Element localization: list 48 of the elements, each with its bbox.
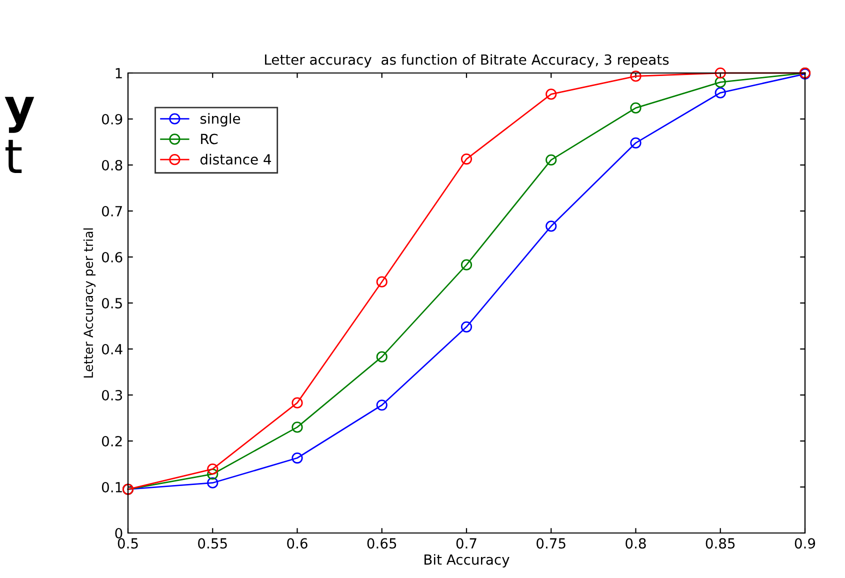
x-tick-label: 0.85 [706, 538, 735, 549]
x-tick-label: 0.7 [456, 538, 476, 549]
point [292, 422, 303, 433]
legend-label: single [200, 113, 240, 127]
y-axis-title: Letter Accuracy per trial [83, 228, 96, 378]
x-tick-label: 0.75 [536, 538, 566, 549]
y-tick-label: 0.7 [102, 206, 122, 216]
x-tick-label: 0.9 [794, 538, 816, 549]
y-tick-label: 0.4 [102, 344, 122, 354]
legend-label: RC [201, 134, 218, 144]
point [714, 67, 726, 79]
chart-title: Letter accuracy as function of Bitrate Accuracy, 3 repeats [265, 54, 669, 68]
x-tick-label: 0.65 [367, 538, 396, 549]
y-tick-label: 0.9 [102, 114, 122, 124]
y-tick-label: 0 [115, 528, 122, 538]
point [376, 276, 388, 288]
point [546, 154, 557, 166]
legend-label: distance 4 [200, 154, 272, 165]
point [376, 400, 388, 411]
y-tick-label: 1 [116, 68, 122, 78]
point [630, 137, 642, 148]
point [460, 321, 472, 332]
text: t [5, 140, 22, 174]
point [292, 452, 303, 464]
y-tick-label: 0.8 [102, 160, 122, 170]
y-tick-label: 0.2 [102, 436, 122, 446]
x-axis-title: Bit Accuracy [424, 554, 510, 568]
point [460, 259, 472, 270]
point [207, 468, 218, 480]
point [714, 76, 726, 88]
text: y [4, 96, 34, 133]
x-tick-label: 0.55 [198, 538, 227, 549]
point [546, 220, 557, 232]
x-tick-label: 0.8 [626, 538, 646, 549]
x-tick-label: 0.6 [287, 538, 308, 549]
y-tick-label: 0.1 [102, 482, 122, 492]
point [207, 477, 218, 488]
point [207, 464, 218, 475]
point [292, 397, 303, 408]
point [630, 70, 642, 82]
point [714, 87, 726, 98]
point [630, 102, 642, 114]
y-tick-label: 0.5 [102, 298, 122, 308]
y-tick-label: 0.3 [102, 390, 122, 400]
point [460, 153, 472, 165]
point [546, 88, 557, 100]
point [376, 351, 388, 362]
y-tick-label: 0.6 [102, 252, 122, 262]
